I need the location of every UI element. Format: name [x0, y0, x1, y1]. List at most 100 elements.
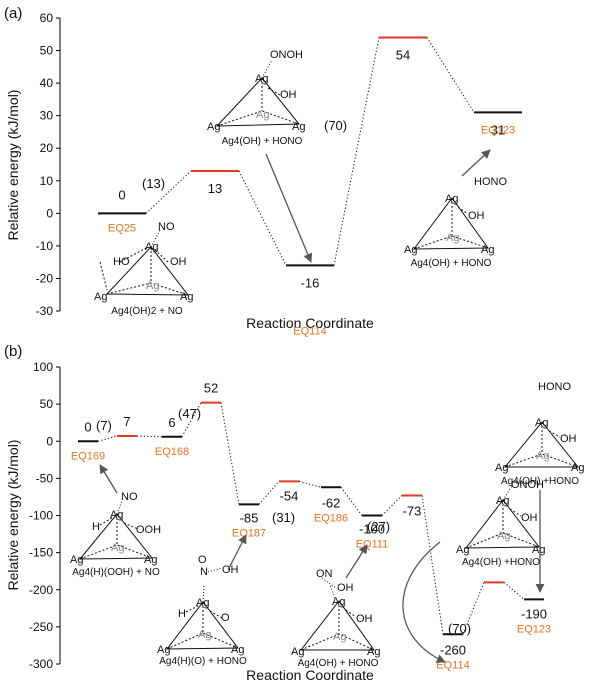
panel-b-barrier-label: (70)	[448, 621, 471, 636]
pathway-connector	[381, 495, 403, 516]
atom-label: Ag	[198, 629, 211, 641]
pathway-connector	[421, 495, 444, 635]
structure-ag4-oh-hono: Ag Ag Ag Ag OH HONO Ag4(OH) + HONO	[404, 176, 507, 269]
panel-b-y-axis: -300 -250 -200 -150 -100 -50 0 50 100	[29, 360, 61, 671]
atom-label: Ag	[70, 554, 83, 566]
structure-caption: Ag4(OH) +HONO	[501, 476, 579, 487]
structure-caption: Ag4(H)(OOH) + NO	[72, 567, 160, 578]
atom-label: ONOH	[511, 479, 544, 491]
pathway-connector	[258, 481, 280, 505]
atom-label: Ag	[495, 462, 508, 474]
panel-a-x-axis-title: Reaction Coordinate	[246, 315, 374, 331]
energy-value-label: 7	[123, 414, 130, 429]
atom-label: Ag	[180, 291, 193, 303]
atom-label: Ag	[571, 462, 584, 474]
atom-label: N	[200, 566, 208, 578]
structure-id-label: EQ114	[436, 659, 469, 671]
pathway-connector	[238, 170, 287, 266]
panel-b-energy-levels: 0 EQ169 7 6 EQ168 52 -85 EQ187 -54 -62 EQ186 -100 EQ…	[71, 381, 551, 672]
panel-a-barrier-label: (13)	[142, 176, 165, 191]
panel-b: (b) -300 -250 -200 -150 -100 -50 0 50 100 Relati…	[4, 343, 584, 683]
energy-value-label: -73	[403, 503, 422, 518]
y-tick-label: -50	[36, 471, 54, 485]
atom-label: Ag	[497, 530, 510, 542]
panel-a: (a) -30 -20 -10 0 10 20 30 40 50 60 Relative ener…	[4, 5, 522, 337]
energy-value-label: 0	[84, 419, 91, 434]
atom-label: ON	[316, 568, 333, 580]
energy-value-label: 0	[118, 187, 125, 202]
atom-label: NO	[158, 221, 175, 233]
atom-label: OH	[170, 256, 187, 268]
energy-value-label: -54	[280, 488, 299, 503]
atom-label: HONO	[538, 381, 571, 393]
structure-ag4-oh-onoh-b: Ag Ag Ag Ag OH ONOH Ag4(OH) +HONO	[456, 479, 545, 568]
atom-label: Ag	[532, 544, 545, 556]
y-tick-label: 20	[40, 141, 54, 155]
pathway-connector	[145, 170, 192, 214]
atom-label: OH	[337, 582, 354, 594]
atom-label: OH	[280, 89, 297, 101]
pathway-connector	[340, 486, 363, 516]
atom-label: Ag	[207, 121, 220, 133]
atom-label: Ag	[110, 509, 123, 521]
panel-b-barrier-label: (47)	[178, 406, 201, 421]
panel-a-y-axis-title: Relative energy (kJ/mol)	[5, 90, 21, 241]
structure-id-label: EQ25	[108, 222, 136, 234]
energy-value-label: -16	[301, 275, 320, 290]
atom-label: Ag	[255, 73, 268, 85]
structure-caption: Ag4(OH) +HONO	[462, 557, 540, 568]
arrow	[265, 153, 313, 263]
structure-id-label: EQ114	[293, 325, 326, 337]
pathway-connector	[462, 582, 485, 635]
y-tick-label: 50	[40, 44, 54, 58]
atom-label: Ag	[332, 596, 345, 608]
energy-value-label: -85	[240, 510, 259, 525]
atom-label: Ag	[146, 280, 159, 292]
energy-value-label: 52	[204, 381, 218, 396]
energy-value-label: -260	[440, 642, 466, 657]
atom-label: OH	[222, 564, 239, 576]
energy-value-label: -190	[521, 606, 547, 621]
atom-label: Ag	[404, 244, 417, 256]
atom-label: OH	[356, 613, 373, 625]
arrow	[345, 544, 368, 579]
arrow	[461, 149, 491, 177]
atom-label: Ag	[94, 291, 107, 303]
atom-label: HO	[113, 256, 130, 268]
structure-id-label: EQ111	[356, 539, 389, 551]
pathway-connector	[97, 435, 118, 442]
structure-ag4-oh-hono-b: Ag Ag Ag Ag OH HONO Ag4(OH) +HONO	[495, 381, 584, 487]
structure-caption: Ag4(H)(O) + HONO	[159, 656, 247, 667]
atom-label: Ag	[196, 597, 209, 609]
structure-caption: Ag4(OH) + HONO	[222, 136, 303, 147]
energy-value-label: 31	[491, 122, 505, 137]
y-tick-label: 10	[40, 174, 54, 188]
y-tick-label: -300	[29, 657, 53, 671]
atom-label: Ag	[256, 109, 269, 121]
pathway-connector	[136, 435, 163, 438]
energy-value-label: 54	[396, 48, 410, 63]
atom-label: HONO	[474, 176, 507, 188]
panel-b-barrier-label: (7)	[96, 418, 112, 433]
structure-ag4-oh-onoh: Ag Ag Ag Ag OH ONOH Ag4(OH) + HONO	[207, 49, 305, 147]
atom-label: O	[221, 612, 230, 624]
structure-caption: Ag4(OH)2 + NO	[111, 306, 183, 317]
structure-id-label: EQ123	[481, 124, 515, 136]
atom-label: Ag	[536, 450, 549, 462]
atom-label: Ag	[145, 241, 158, 253]
energy-value-label: 13	[208, 181, 222, 196]
energy-value-label: -62	[322, 495, 341, 510]
structure-id-label: EQ168	[155, 446, 189, 458]
panel-a-barrier-label: (70)	[324, 118, 347, 133]
panel-a-label: (a)	[4, 5, 22, 22]
arrow	[227, 534, 247, 571]
structure-caption: Ag4(OH) + HONO	[411, 258, 492, 269]
structure-id-label: EQ169	[71, 450, 105, 462]
panel-b-x-axis-title: Reaction Coordinate	[246, 667, 374, 683]
atom-label: Ag	[157, 644, 170, 656]
atom-label: H	[92, 521, 100, 533]
atom-label: Ag	[496, 495, 509, 507]
atom-label: Ag	[456, 544, 469, 556]
atom-label: Ag	[111, 542, 124, 554]
